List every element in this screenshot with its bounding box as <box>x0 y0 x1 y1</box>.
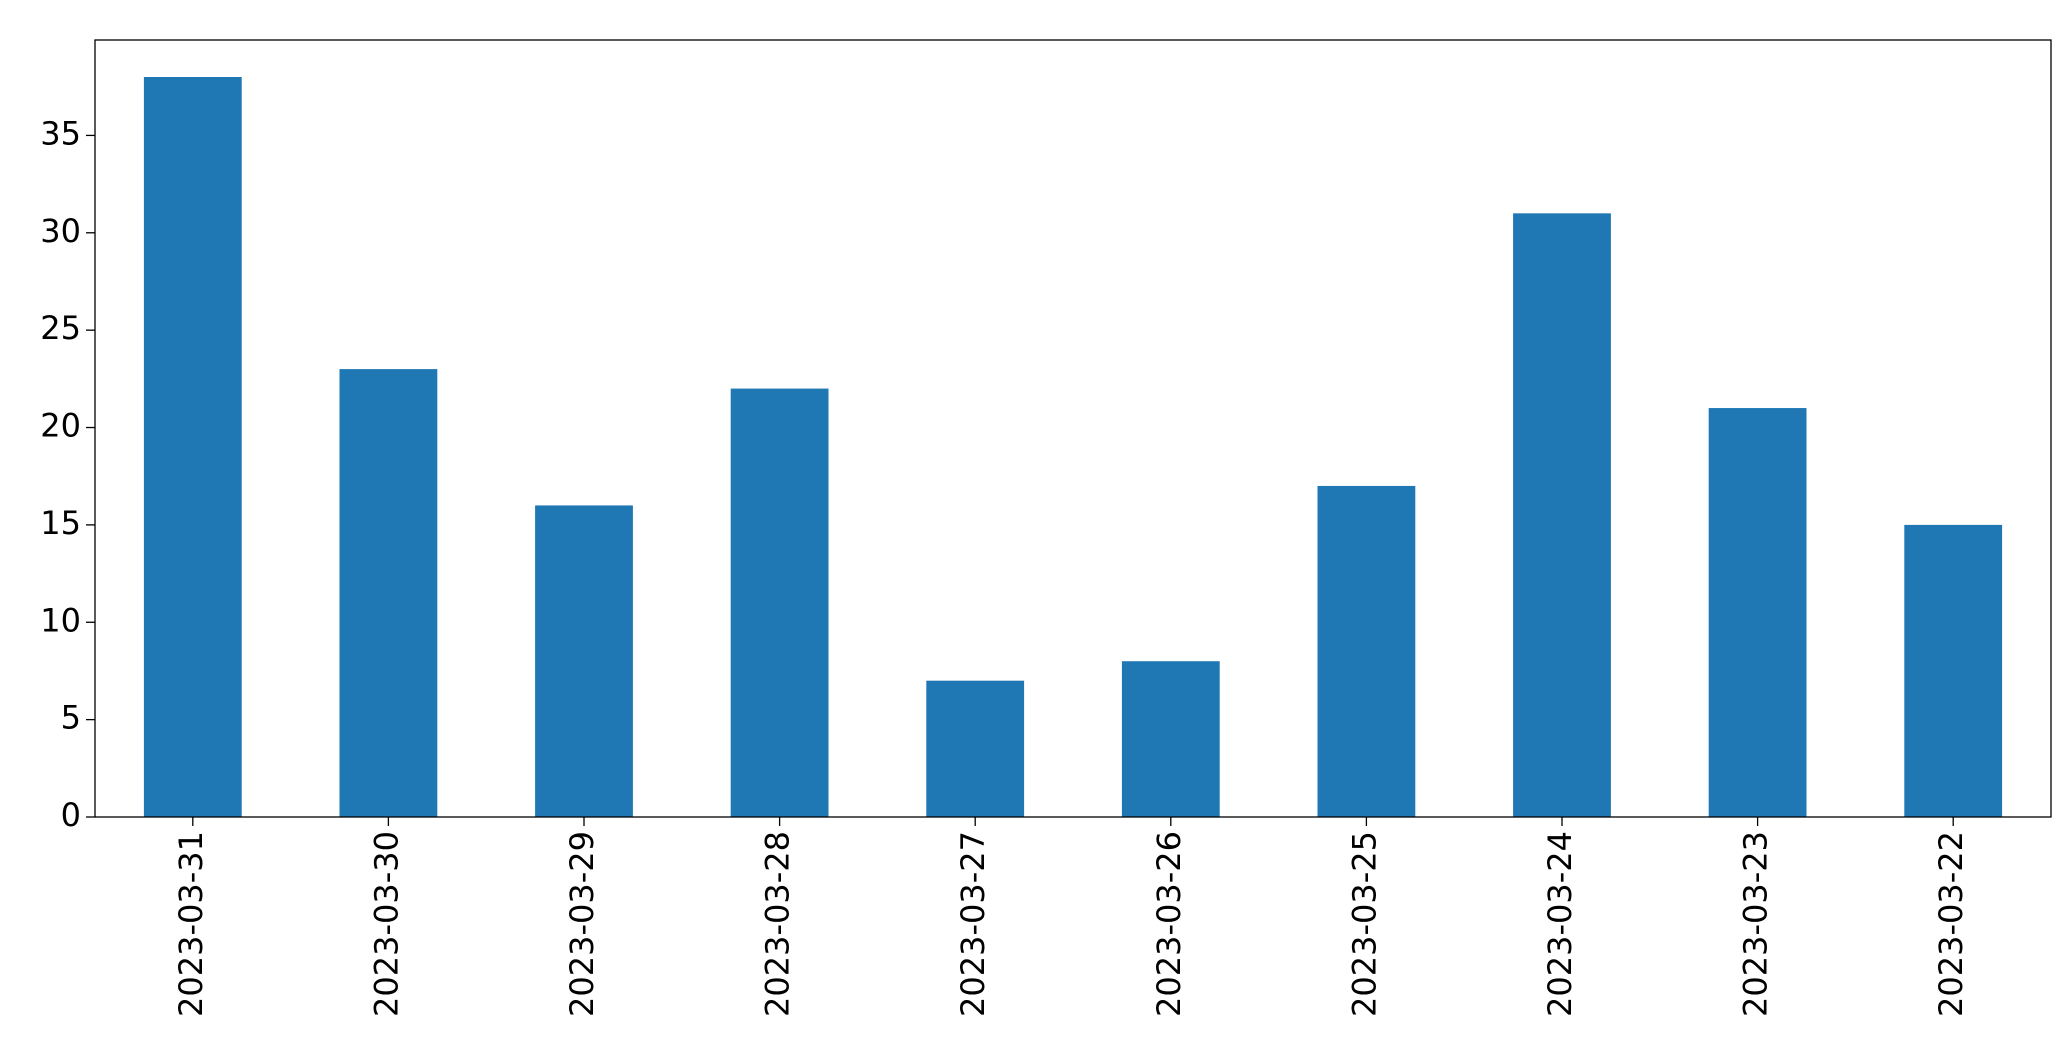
bar <box>730 388 829 817</box>
x-tick-label: 2023-03-30 <box>367 831 405 1017</box>
bar <box>1121 661 1220 817</box>
y-tick-label: 35 <box>40 114 81 152</box>
bar <box>339 369 438 817</box>
y-tick-label: 25 <box>40 309 81 347</box>
bar <box>1708 408 1807 817</box>
y-tick-label: 15 <box>40 504 81 542</box>
x-tick-label: 2023-03-27 <box>954 831 992 1017</box>
bar <box>926 680 1025 817</box>
y-tick-label: 5 <box>61 699 81 737</box>
y-tick-label: 30 <box>40 212 81 250</box>
x-tick-label: 2023-03-23 <box>1737 831 1775 1017</box>
y-tick-label: 0 <box>61 796 81 834</box>
x-tick-label: 2023-03-28 <box>759 831 797 1017</box>
y-tick-label: 10 <box>40 601 81 639</box>
x-tick-label: 2023-03-24 <box>1541 831 1579 1017</box>
x-tick-label: 2023-03-22 <box>1932 831 1970 1017</box>
x-tick-label: 2023-03-26 <box>1150 831 1188 1017</box>
x-tick-label: 2023-03-25 <box>1345 831 1383 1017</box>
bar <box>1904 524 2003 817</box>
bar <box>1513 213 1611 817</box>
bar <box>535 505 633 817</box>
plot-frame <box>94 39 2052 818</box>
bar <box>1317 485 1416 817</box>
y-tick-label: 20 <box>40 407 81 445</box>
bar <box>143 77 242 817</box>
x-tick-label: 2023-03-29 <box>563 831 601 1017</box>
x-tick-label: 2023-03-31 <box>172 831 210 1017</box>
